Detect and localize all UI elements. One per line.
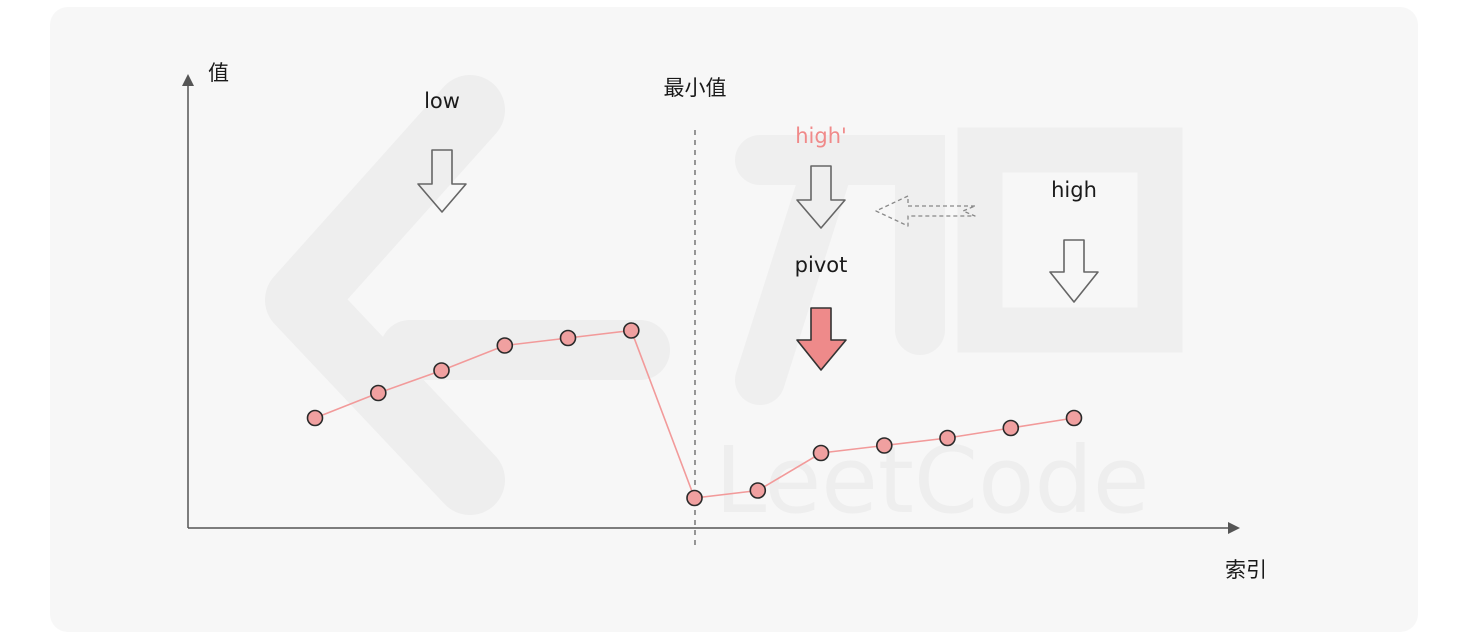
y-axis-label: 值 <box>208 61 229 85</box>
high-pointer-arrow-icon <box>1049 239 1099 303</box>
array-points <box>306 322 1083 507</box>
array-point-8 <box>812 444 830 462</box>
high-prime-pointer-arrow-icon <box>796 165 846 229</box>
array-point-2 <box>433 362 450 379</box>
array-point-10 <box>939 429 956 447</box>
min-value-label: 最小值 <box>664 76 727 100</box>
array-point-1 <box>369 384 387 402</box>
array-point-5 <box>622 322 640 339</box>
move-left-dashed-arrow-icon <box>875 195 976 227</box>
low-label: low <box>424 89 460 113</box>
array-point-4 <box>559 329 577 347</box>
pivot-label: pivot <box>795 253 848 277</box>
low-pointer-arrow-icon <box>417 149 467 213</box>
array-point-3 <box>496 337 514 354</box>
high-prime-label: high' <box>795 124 847 148</box>
pivot-pointer-arrow-icon <box>796 307 847 371</box>
array-point-12 <box>1065 409 1083 427</box>
watermark: LeetCode <box>265 75 1183 534</box>
watermark-text: LeetCode <box>715 427 1149 534</box>
array-point-11 <box>1002 419 1020 437</box>
array-point-9 <box>875 437 893 454</box>
array-point-7 <box>749 482 767 499</box>
array-point-6 <box>686 489 703 507</box>
x-axis-label: 索引 <box>1225 558 1267 582</box>
array-point-0 <box>306 409 324 427</box>
high-label: high <box>1051 178 1097 202</box>
